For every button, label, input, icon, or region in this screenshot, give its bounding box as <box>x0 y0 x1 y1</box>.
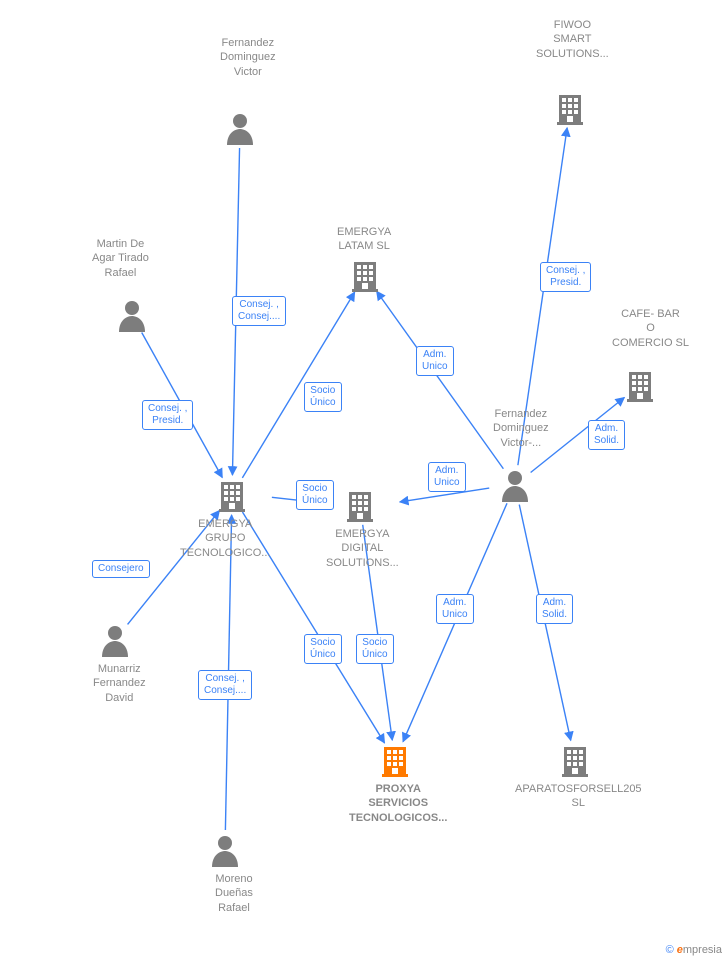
edge-label: Adm. Solid. <box>588 420 625 450</box>
node-label: EMERGYA DIGITAL SOLUTIONS... <box>326 527 399 570</box>
person-icon[interactable] <box>102 626 128 657</box>
company-icon[interactable] <box>562 747 588 777</box>
edge-label: Consej. , Presid. <box>142 400 193 430</box>
edge <box>377 291 504 468</box>
node-label: Munarriz Fernandez David <box>93 662 146 705</box>
copyright-symbol: © <box>666 944 674 956</box>
person-icon[interactable] <box>119 301 145 332</box>
company-icon[interactable] <box>347 492 373 522</box>
company-icon[interactable] <box>627 372 653 402</box>
company-icon[interactable] <box>219 482 245 512</box>
brand-rest: mpresia <box>683 944 722 956</box>
node-label: CAFE- BAR O COMERCIO SL <box>612 307 689 350</box>
company-icon[interactable] <box>352 262 378 292</box>
node-label: EMERGYA LATAM SL <box>337 225 391 254</box>
edge-label: Adm. Unico <box>436 594 474 624</box>
node-label: APARATOSFORSELL205 SL <box>515 782 642 811</box>
edge-label: Consej. , Presid. <box>540 262 591 292</box>
edge-label: Consej. , Consej.... <box>198 670 252 700</box>
person-icon[interactable] <box>227 114 253 145</box>
edge-label: Socio Único <box>296 480 334 510</box>
node-label: Moreno Dueñas Rafael <box>215 872 253 915</box>
edge-label: Adm. Unico <box>416 346 454 376</box>
company-icon[interactable] <box>557 95 583 125</box>
node-label: Fernandez Dominguez Victor <box>220 36 276 79</box>
edge-label: Adm. Solid. <box>536 594 573 624</box>
edge-label: Adm. Unico <box>428 462 466 492</box>
copyright: © empresia <box>666 944 722 956</box>
node-label: PROXYA SERVICIOS TECNOLOGICOS... <box>349 782 447 825</box>
node-label: EMERGYA GRUPO TECNOLOGICO... <box>180 517 270 560</box>
person-icon[interactable] <box>502 471 528 502</box>
person-icon[interactable] <box>212 836 238 867</box>
edge-label: Socio Único <box>356 634 394 664</box>
node-label: Martin De Agar Tirado Rafael <box>92 237 149 280</box>
node-label: FIWOO SMART SOLUTIONS... <box>536 18 609 61</box>
node-label: Fernandez Dominguez Victor-... <box>493 407 549 450</box>
edge-label: Socio Único <box>304 382 342 412</box>
edge-label: Socio Único <box>304 634 342 664</box>
company-icon[interactable] <box>382 747 408 777</box>
edge-label: Consej. , Consej.... <box>232 296 286 326</box>
edge-label: Consejero <box>92 560 150 578</box>
